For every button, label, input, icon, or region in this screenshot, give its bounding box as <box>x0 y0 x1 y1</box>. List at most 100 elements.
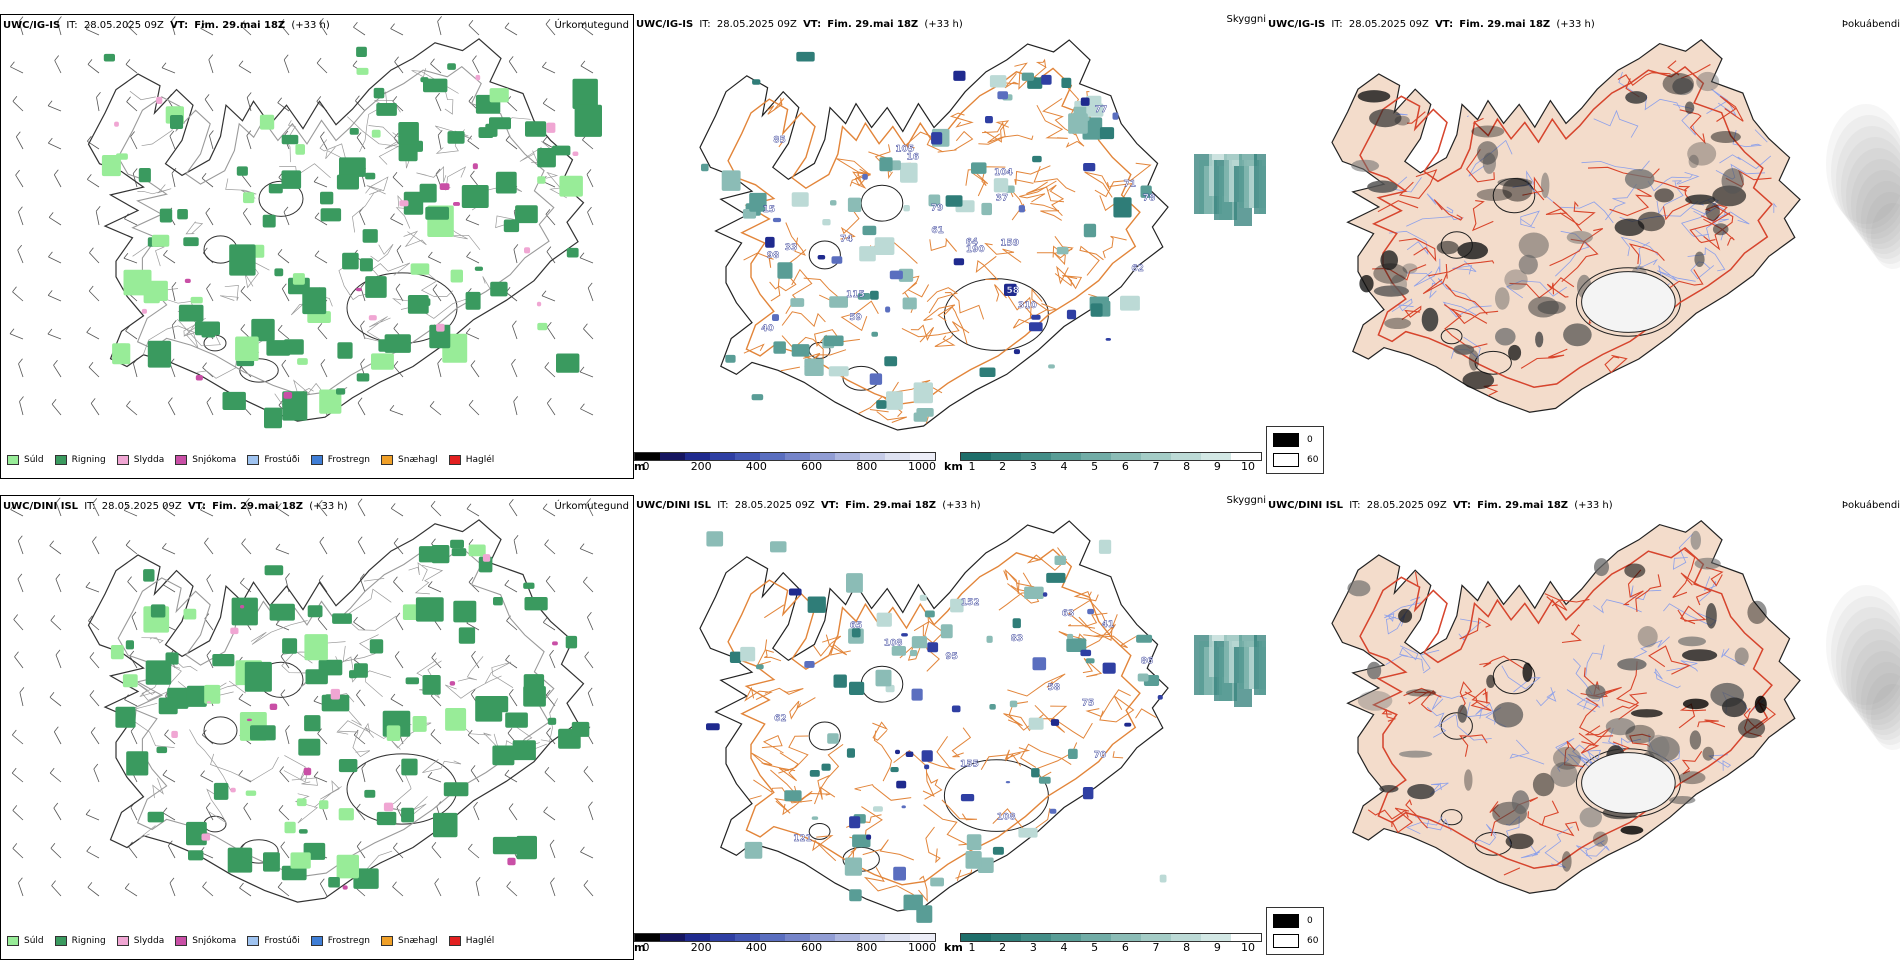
cloud-base-labels: 155 62 121 108 75 95 65 63 70 108 152 58 83 41 86 <box>774 598 1154 844</box>
precip-legend-item: Frostregn <box>310 936 371 946</box>
fog-indicator-panel: UWC/DINI ISL IT: 28.05.2025 09Z VT: Fim.… <box>1266 495 1900 960</box>
init-time-value: 28.05.2025 09Z <box>734 500 815 511</box>
product-title: Þokuábendi <box>1841 19 1900 30</box>
rain-areas <box>110 539 590 889</box>
valid-time-label: VT: <box>820 500 839 511</box>
cloud-base-label: 65 <box>850 621 863 631</box>
cloud-base-label: 85 <box>773 136 786 146</box>
legend-swatch <box>310 455 323 465</box>
cloud-base-label: 70 <box>1094 750 1107 760</box>
cloud-base-label: 37 <box>996 193 1009 203</box>
fog-swatch <box>1273 934 1299 948</box>
fog-legend-item: 0 <box>1273 433 1313 447</box>
colorbar-tick: 9 <box>1213 460 1221 473</box>
precip-legend-item: Haglél <box>448 936 494 946</box>
lead-time: (+33 h) <box>309 501 348 512</box>
offshore-haze <box>1826 585 1900 750</box>
cloud-base-label: 62 <box>1131 264 1144 274</box>
precip-legend-item: Snjókoma <box>175 455 236 465</box>
colorbar-tick: 4 <box>1060 941 1068 954</box>
fog-legend-label: 60 <box>1307 936 1319 946</box>
init-time-label: IT: <box>1349 500 1361 511</box>
road-network <box>1359 60 1773 397</box>
init-time-value: 28.05.2025 09Z <box>1366 500 1447 511</box>
fog-legend-item: 60 <box>1273 934 1318 948</box>
colorbar-tick: 600 <box>801 460 823 473</box>
valid-time-label: VT: <box>1452 500 1471 511</box>
visibility-colorbar <box>960 452 1262 461</box>
cloud-base-label: 108 <box>884 639 903 649</box>
cloud-base-label: 59 <box>849 313 862 323</box>
colorbar-tick: 7 <box>1152 941 1160 954</box>
legend-label: Snjókoma <box>192 936 237 946</box>
legend-swatch <box>247 455 260 465</box>
colorbar-tick: 5 <box>1091 460 1099 473</box>
legend-swatch <box>116 936 129 946</box>
cloud-base-colorbar <box>634 452 936 461</box>
cloud-base-label: 105 <box>895 145 914 155</box>
colorbar-tick: 1 <box>968 460 976 473</box>
offshore-fog <box>1194 635 1266 707</box>
product-title: Skyggni <box>1226 14 1266 25</box>
legend-swatch <box>7 936 19 946</box>
panel-header: UWC/IG-IS IT: 28.05.2025 09Z VT: Fim. 29… <box>1268 19 1598 31</box>
fog-indicator-panel: UWC/IG-IS IT: 28.05.2025 09Z VT: Fim. 29… <box>1266 14 1900 479</box>
colorbar-tick: 6 <box>1121 460 1129 473</box>
panel-header: UWC/IG-IS IT: 28.05.2025 09Z VT: Fim. 29… <box>636 19 966 31</box>
glacier-outline <box>1440 809 1463 826</box>
cloud-base-label: 121 <box>793 834 812 844</box>
precip-legend-item: Snjókoma <box>175 936 236 946</box>
fog-areas <box>1351 71 1747 390</box>
colorbar-tick: 7 <box>1152 460 1160 473</box>
colorbar-tick: 2 <box>999 460 1007 473</box>
cloud-base-label: 83 <box>1011 634 1024 644</box>
valid-time-value: Fim. 29.mai 18Z <box>194 20 286 31</box>
visibility-panel: 59 79 58 40 77 78 71 64 33 104 310 62 115 190 105 15 85 7… <box>634 14 1266 479</box>
legend-label: Frostúði <box>264 936 300 946</box>
glacier-area <box>1581 271 1676 333</box>
cloud-base-label: 16 <box>907 153 920 163</box>
colorbar-tick: 200 <box>690 941 712 954</box>
precip-type-panel: UWC/DINI ISL IT: 28.05.2025 09Z VT: Fim.… <box>0 495 634 960</box>
colorbar-tick: 10 <box>1241 460 1255 473</box>
legend-label: Frostregn <box>327 936 371 946</box>
legend-label: Súld <box>24 455 44 465</box>
colorbar-tick: 1000 <box>908 460 936 473</box>
cloud-base-label: 190 <box>966 245 985 255</box>
init-time-value: 28.05.2025 09Z <box>1348 19 1429 30</box>
visibility-areas <box>701 51 1152 422</box>
model-name: UWC/DINI ISL <box>3 501 79 512</box>
precip-type-map <box>9 16 602 429</box>
init-time-value: 28.05.2025 09Z <box>101 501 182 512</box>
legend-swatch <box>54 455 67 465</box>
product-title: Þokuábendi <box>1841 500 1900 511</box>
glacier-area <box>1581 752 1676 814</box>
precip-legend-item: Haglél <box>448 455 495 465</box>
legend-swatch <box>448 455 461 465</box>
offshore-fog <box>1194 154 1266 226</box>
cloud-base-label: 61 <box>931 226 944 236</box>
legend-label: Snæhagl <box>398 455 438 465</box>
colorbar-tick: 200 <box>690 460 712 473</box>
lead-time: (+33 h) <box>1574 500 1613 511</box>
legend-swatch <box>310 936 323 946</box>
precip-legend: Súld Rigning Slydda Snjókoma Frostúði Frostre… <box>7 455 505 465</box>
legend-label: Haglél <box>465 455 495 465</box>
valid-time-label: VT: <box>170 20 189 31</box>
cloud-base-label: 77 <box>1095 105 1108 115</box>
colorbar-tick: 2 <box>999 941 1007 954</box>
visibility-areas <box>706 531 1167 923</box>
glacier-outline <box>1440 712 1473 740</box>
cloud-base-label: 63 <box>1062 609 1075 619</box>
init-time-label: IT: <box>717 500 729 511</box>
coastline <box>1331 39 1801 413</box>
panel-header: UWC/IG-IS IT: 28.05.2025 09Z VT: Fim. 29… <box>3 20 333 32</box>
colorbar-tick: 400 <box>745 460 767 473</box>
legend-label: Rigning <box>71 936 106 946</box>
fog-legend-label: 60 <box>1307 455 1319 465</box>
cloud-base-label: 40 <box>761 324 774 334</box>
glacier-outline <box>1440 328 1463 345</box>
cloud-base-label: 98 <box>767 251 780 261</box>
legend-swatch <box>175 455 188 465</box>
precip-legend-item: Rigning <box>54 455 106 465</box>
